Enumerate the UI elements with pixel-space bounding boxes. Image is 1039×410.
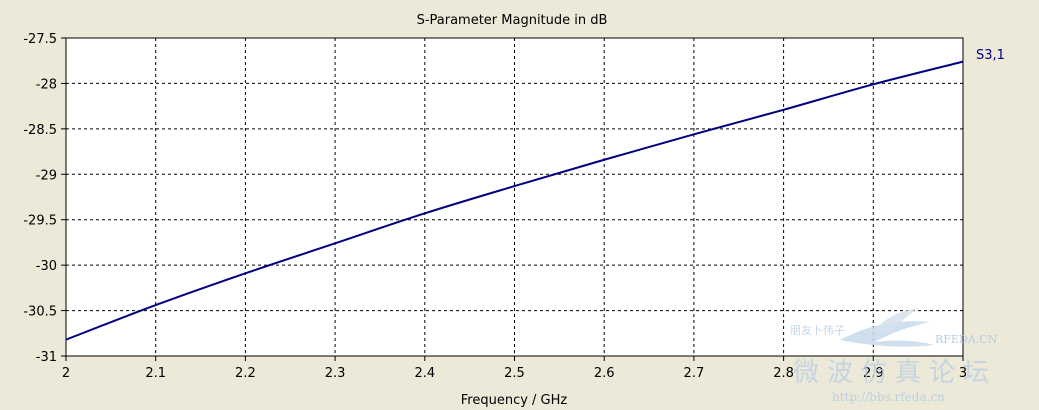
y-tick-label: -29 [36, 168, 57, 183]
x-axis-ticks: 2 2.1 2.2 2.3 2.4 2.5 2.6 2.7 2.8 2.9 3 [62, 356, 967, 381]
x-tick-label: 2.3 [325, 366, 346, 381]
y-axis-ticks: -27.5 -28 -28.5 -29 -29.5 -30 -30.5 -31 [23, 32, 66, 365]
watermark-small-text: 朋友卜伟子 [790, 323, 845, 337]
y-tick-label: -27.5 [23, 32, 57, 47]
y-tick-label: -28.5 [23, 123, 57, 138]
y-tick-label: -29.5 [23, 214, 57, 229]
x-axis-label: Frequency / GHz [461, 393, 568, 408]
x-tick-label: 3 [959, 366, 967, 381]
series-line-s31 [65, 60, 964, 341]
x-tick-label: 2.8 [773, 366, 794, 381]
x-tick-label: 2.7 [684, 366, 705, 381]
x-tick-label: 2.4 [414, 366, 435, 381]
x-tick-label: 2 [62, 366, 70, 381]
grid-lines [66, 38, 963, 356]
x-tick-label: 2.2 [235, 366, 256, 381]
x-tick-label: 2.6 [594, 366, 615, 381]
bird-logo-icon [840, 308, 935, 347]
legend-entry-s31: S3,1 [976, 48, 1005, 63]
watermark-logo-text: RFEDA.CN [935, 333, 998, 346]
y-tick-label: -31 [36, 350, 57, 365]
y-tick-label: -30 [36, 259, 57, 274]
x-tick-label: 2.5 [504, 366, 525, 381]
x-tick-label: 2.1 [145, 366, 166, 381]
y-tick-label: -30.5 [23, 305, 57, 320]
watermark-url-text: http://bbs.rfeda.cn [832, 390, 945, 404]
watermark-chinese-text: 微波仿真论坛 [793, 358, 997, 388]
watermark: 朋友卜伟子 RFEDA.CN 微波仿真论坛 http://bbs.rfeda.c… [790, 308, 998, 404]
x-tick-label: 2.9 [863, 366, 884, 381]
series-group [65, 60, 964, 341]
chart-title: S-Parameter Magnitude in dB [417, 13, 608, 28]
y-tick-label: -28 [36, 77, 57, 92]
